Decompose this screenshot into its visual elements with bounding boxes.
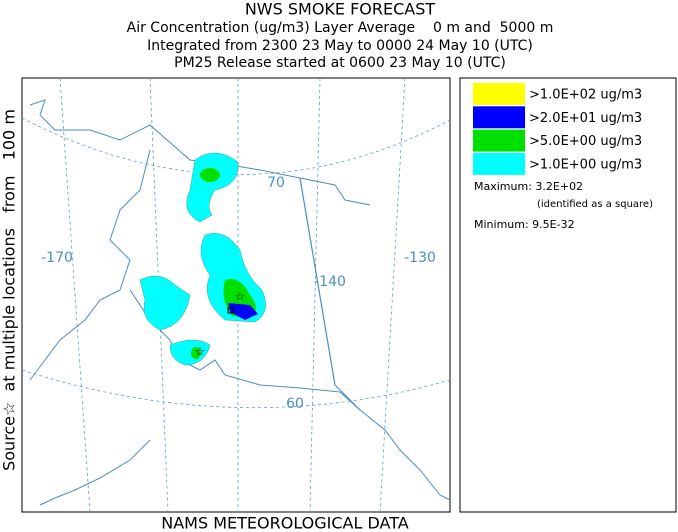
smoke <box>228 303 258 320</box>
map: ☆ ☆ -170 -140 -130 70 60 <box>21 77 451 513</box>
map-label: -170 <box>41 250 73 266</box>
source-star: ☆ <box>195 345 206 359</box>
smoke <box>200 168 220 182</box>
subtitle: PM25 Release started at 0600 23 May 10 (… <box>174 55 506 71</box>
legend-swatch <box>473 129 525 152</box>
map-label: -140 <box>314 274 346 290</box>
border <box>299 177 361 411</box>
subtitle: Integrated from 2300 23 May to 0000 24 M… <box>147 38 533 54</box>
footer: NAMS METEOROLOGICAL DATA <box>161 514 409 532</box>
minimum: Minimum: 9.5E-32 <box>474 218 575 231</box>
maximum: Maximum: 3.2E+02 <box>474 180 583 193</box>
map-label: 60 <box>286 396 304 412</box>
subtitle: Air Concentration (ug/m3) Layer Average … <box>127 20 554 36</box>
smoke <box>191 347 201 359</box>
side-label: Source☆ at multiple locations from 100 m <box>0 109 19 471</box>
aleutians <box>39 439 151 506</box>
smoke <box>139 275 191 331</box>
legend-label: >2.0E+01 ug/m3 <box>529 111 642 126</box>
smoke <box>186 152 239 223</box>
legend-label: >1.0E+00 ug/m3 <box>529 157 642 172</box>
legend-label: >1.0E+02 ug/m3 <box>529 88 642 103</box>
source-star: ☆ <box>235 290 246 304</box>
smoke <box>169 339 211 366</box>
map-label: -130 <box>404 250 436 266</box>
maximum-note: (identified as a square) <box>537 199 653 210</box>
legend: Maximum: 3.2E+02 (identified as a square… <box>459 77 677 513</box>
legend-label: >5.0E+00 ug/m3 <box>529 134 642 149</box>
map-label: 70 <box>267 175 285 191</box>
legend-swatch <box>473 106 525 129</box>
legend-swatch <box>473 83 525 105</box>
legend-swatch <box>473 152 525 175</box>
title: NWS SMOKE FORECAST <box>245 0 436 19</box>
max-square <box>227 307 234 314</box>
